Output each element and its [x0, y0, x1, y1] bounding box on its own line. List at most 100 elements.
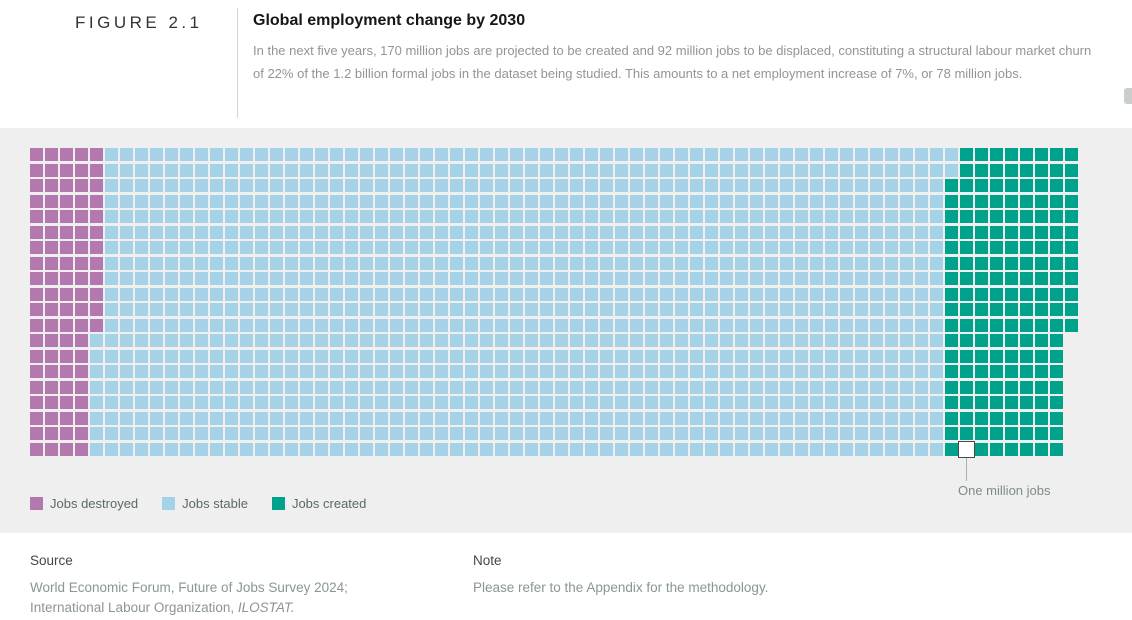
waffle-cell	[555, 179, 568, 192]
waffle-cell	[855, 442, 868, 456]
waffle-cell	[1020, 349, 1033, 363]
waffle-cell	[405, 303, 418, 316]
waffle-cell	[615, 287, 628, 301]
waffle-cell	[165, 380, 178, 394]
waffle-cell	[570, 272, 583, 285]
waffle-cell	[450, 396, 463, 409]
waffle-cell	[240, 256, 253, 270]
waffle-cell	[465, 365, 478, 378]
waffle-cell	[300, 365, 313, 378]
waffle-cell	[720, 411, 733, 425]
waffle-cell	[705, 365, 718, 378]
waffle-cell	[435, 256, 448, 270]
waffle-cell	[570, 380, 583, 394]
waffle-cell	[930, 256, 943, 270]
waffle-cell	[60, 303, 73, 316]
waffle-cell	[240, 442, 253, 456]
waffle-cell	[375, 148, 388, 161]
waffle-cell	[270, 210, 283, 223]
waffle-cell	[960, 287, 973, 301]
waffle-cell	[240, 365, 253, 378]
waffle-cell	[630, 256, 643, 270]
waffle-cell	[75, 442, 88, 456]
waffle-cell	[885, 411, 898, 425]
waffle-cell	[570, 334, 583, 347]
waffle-cell	[165, 365, 178, 378]
waffle-cell	[840, 303, 853, 316]
waffle-cell	[735, 427, 748, 440]
waffle-cell	[810, 334, 823, 347]
waffle-cell	[990, 349, 1003, 363]
waffle-cell	[870, 148, 883, 161]
waffle-cell	[195, 396, 208, 409]
waffle-cell	[570, 287, 583, 301]
waffle-cell	[225, 427, 238, 440]
waffle-cell	[735, 318, 748, 332]
waffle-cell	[1050, 349, 1063, 363]
waffle-cell	[930, 225, 943, 239]
waffle-cell	[480, 225, 493, 239]
waffle-cell	[1005, 163, 1018, 177]
waffle-cell	[870, 303, 883, 316]
waffle-cell	[870, 334, 883, 347]
waffle-cell	[360, 241, 373, 254]
waffle-cell	[30, 163, 43, 177]
waffle-cell	[750, 365, 763, 378]
waffle-cell	[30, 194, 43, 208]
waffle-cell	[165, 334, 178, 347]
waffle-cell	[990, 303, 1003, 316]
waffle-cell	[660, 194, 673, 208]
waffle-cell	[450, 427, 463, 440]
note-heading: Note	[473, 553, 502, 568]
waffle-cell	[975, 349, 988, 363]
waffle-cell	[555, 303, 568, 316]
waffle-cell	[600, 287, 613, 301]
waffle-cell	[885, 241, 898, 254]
legend-label-jobs-stable: Jobs stable	[182, 496, 248, 511]
waffle-cell	[600, 349, 613, 363]
waffle-cell	[945, 241, 958, 254]
figure-footer: Source World Economic Forum, Future of J…	[0, 533, 1132, 620]
waffle-cell	[60, 318, 73, 332]
waffle-cell	[360, 396, 373, 409]
waffle-cell	[735, 303, 748, 316]
waffle-cell	[90, 334, 103, 347]
waffle-cell	[525, 349, 538, 363]
waffle-cell	[195, 256, 208, 270]
waffle-cell	[210, 303, 223, 316]
waffle-cell	[975, 256, 988, 270]
waffle-cell	[495, 380, 508, 394]
waffle-cell	[1005, 241, 1018, 254]
waffle-cell	[120, 210, 133, 223]
waffle-cell	[90, 256, 103, 270]
waffle-cell	[510, 318, 523, 332]
waffle-cell	[345, 396, 358, 409]
waffle-cell	[435, 287, 448, 301]
waffle-cell	[810, 163, 823, 177]
waffle-cell	[645, 179, 658, 192]
waffle-cell	[240, 225, 253, 239]
waffle-cell	[630, 287, 643, 301]
waffle-cell	[540, 411, 553, 425]
waffle-cell	[960, 303, 973, 316]
waffle-cell	[30, 210, 43, 223]
waffle-cell	[690, 334, 703, 347]
waffle-cell	[165, 148, 178, 161]
waffle-cell	[180, 303, 193, 316]
waffle-cell	[420, 318, 433, 332]
waffle-cell	[735, 163, 748, 177]
waffle-cell	[150, 334, 163, 347]
waffle-cell	[420, 148, 433, 161]
waffle-cell	[375, 442, 388, 456]
waffle-cell	[930, 287, 943, 301]
waffle-cell	[615, 411, 628, 425]
waffle-cell	[1020, 225, 1033, 239]
waffle-cell	[705, 396, 718, 409]
waffle-cell	[870, 287, 883, 301]
waffle-cell	[375, 427, 388, 440]
waffle-cell	[840, 272, 853, 285]
waffle-cell	[540, 334, 553, 347]
waffle-cell	[675, 179, 688, 192]
waffle-cell	[300, 396, 313, 409]
scrollbar-thumb[interactable]	[1124, 88, 1132, 104]
